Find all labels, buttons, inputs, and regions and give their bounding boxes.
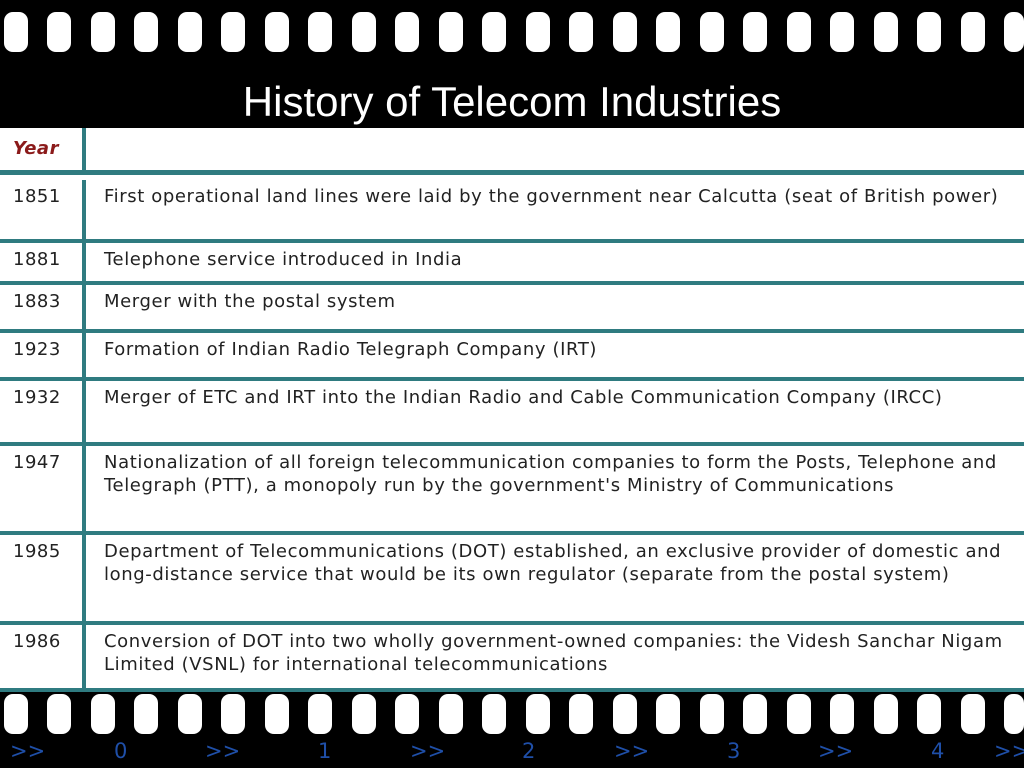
sprocket-hole xyxy=(656,12,680,52)
sprocket-hole xyxy=(439,694,463,734)
sprocket-hole xyxy=(917,12,941,52)
sprocket-hole xyxy=(4,694,28,734)
sprocket-hole xyxy=(526,694,550,734)
sprocket-hole xyxy=(700,12,724,52)
sprocket-hole xyxy=(352,12,376,52)
sprocket-hole xyxy=(700,694,724,734)
table-row: 1881 Telephone service introduced in Ind… xyxy=(0,243,1024,285)
film-sprocket-strip-top xyxy=(0,12,1024,52)
sprocket-hole xyxy=(91,12,115,52)
table-row: 1932 Merger of ETC and IRT into the Indi… xyxy=(0,381,1024,446)
event-cell: Nationalization of all foreign telecommu… xyxy=(104,452,997,496)
sprocket-hole xyxy=(874,12,898,52)
film-counter-number: 3 xyxy=(727,739,741,763)
year-cell: 1947 xyxy=(0,446,86,531)
film-counter-arrow: >> xyxy=(205,739,241,763)
sprocket-hole xyxy=(265,694,289,734)
year-cell: 1851 xyxy=(0,180,86,239)
sprocket-hole xyxy=(917,694,941,734)
film-sprocket-strip-bottom xyxy=(0,694,1024,734)
sprocket-hole xyxy=(1004,694,1024,734)
table-row: 1851 First operational land lines were l… xyxy=(0,180,1024,243)
sprocket-hole xyxy=(787,12,811,52)
sprocket-hole xyxy=(221,12,245,52)
sprocket-hole xyxy=(221,694,245,734)
sprocket-hole xyxy=(4,12,28,52)
film-counter-number: 4 xyxy=(931,739,945,763)
sprocket-hole xyxy=(308,694,332,734)
event-column-header xyxy=(90,128,1024,170)
event-cell: Conversion of DOT into two wholly govern… xyxy=(104,631,1003,675)
sprocket-hole xyxy=(439,12,463,52)
sprocket-hole xyxy=(134,12,158,52)
sprocket-hole xyxy=(178,12,202,52)
year-cell: 1986 xyxy=(0,625,86,688)
history-table: Year 1851 First operational land lines w… xyxy=(0,128,1024,692)
sprocket-hole xyxy=(961,12,985,52)
event-cell: Telephone service introduced in India xyxy=(104,249,463,270)
event-cell: Department of Telecommunications (DOT) e… xyxy=(104,541,1002,585)
sprocket-hole xyxy=(743,694,767,734)
sprocket-hole xyxy=(656,694,680,734)
film-counter-arrow: >> xyxy=(410,739,446,763)
event-cell: Formation of Indian Radio Telegraph Comp… xyxy=(104,339,598,360)
event-cell: First operational land lines were laid b… xyxy=(104,186,999,207)
table-row: 1985 Department of Telecommunications (D… xyxy=(0,535,1024,625)
event-cell: Merger of ETC and IRT into the Indian Ra… xyxy=(104,387,943,408)
year-cell: 1985 xyxy=(0,535,86,621)
sprocket-hole xyxy=(482,12,506,52)
table-row: 1883 Merger with the postal system xyxy=(0,285,1024,333)
sprocket-hole xyxy=(526,12,550,52)
sprocket-hole xyxy=(47,694,71,734)
table-row: 1986 Conversion of DOT into two wholly g… xyxy=(0,625,1024,692)
table-row: 1947 Nationalization of all foreign tele… xyxy=(0,446,1024,535)
year-cell: 1932 xyxy=(0,381,86,442)
sprocket-hole xyxy=(395,12,419,52)
sprocket-hole xyxy=(308,12,332,52)
table-row: 1923 Formation of Indian Radio Telegraph… xyxy=(0,333,1024,381)
sprocket-hole xyxy=(874,694,898,734)
sprocket-hole xyxy=(787,694,811,734)
sprocket-hole xyxy=(743,12,767,52)
sprocket-hole xyxy=(1004,12,1024,52)
year-cell: 1883 xyxy=(0,285,86,329)
event-cell: Merger with the postal system xyxy=(104,291,396,312)
year-cell: 1923 xyxy=(0,333,86,377)
film-counter-arrow: >> xyxy=(994,739,1024,763)
sprocket-hole xyxy=(830,12,854,52)
year-column-header: Year xyxy=(0,128,86,170)
sprocket-hole xyxy=(569,694,593,734)
sprocket-hole xyxy=(47,12,71,52)
sprocket-hole xyxy=(395,694,419,734)
film-counter-arrow: >> xyxy=(10,739,46,763)
film-counter-number: 1 xyxy=(318,739,332,763)
sprocket-hole xyxy=(178,694,202,734)
sprocket-hole xyxy=(352,694,376,734)
film-counter-arrow: >> xyxy=(614,739,650,763)
slide-title: History of Telecom Industries xyxy=(242,78,782,125)
sprocket-hole xyxy=(134,694,158,734)
table-header-row: Year xyxy=(0,128,1024,175)
sprocket-hole xyxy=(961,694,985,734)
sprocket-hole xyxy=(830,694,854,734)
sprocket-hole xyxy=(613,694,637,734)
sprocket-hole xyxy=(482,694,506,734)
sprocket-hole xyxy=(613,12,637,52)
sprocket-hole xyxy=(569,12,593,52)
film-counter-arrow: >> xyxy=(818,739,854,763)
film-counter-number: 0 xyxy=(114,739,128,763)
sprocket-hole xyxy=(91,694,115,734)
year-cell: 1881 xyxy=(0,243,86,281)
sprocket-hole xyxy=(265,12,289,52)
film-counter-number: 2 xyxy=(522,739,536,763)
